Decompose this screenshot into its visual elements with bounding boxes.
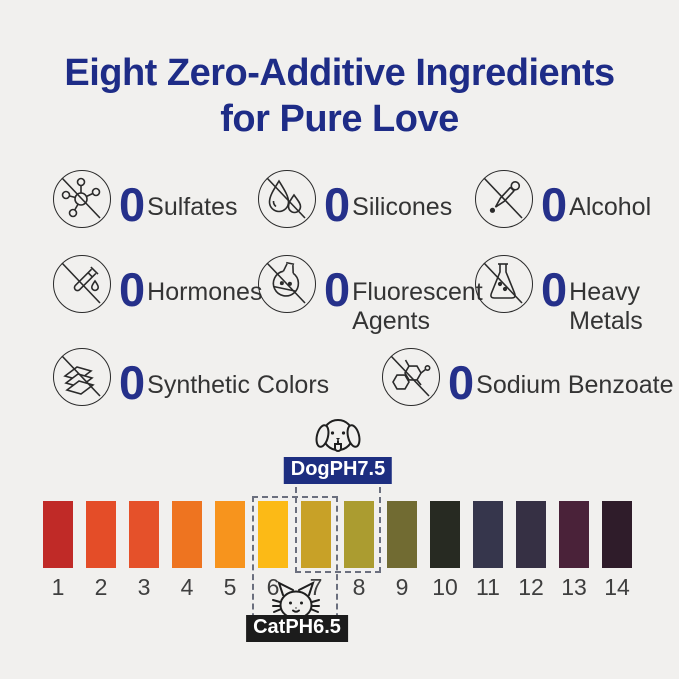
ingredient-label: Fluorescent Agents xyxy=(352,278,483,335)
page-title-line1: Eight Zero-Additive Ingredients xyxy=(64,52,615,94)
zero-item-fluorescent-agents: 0 Fluorescent Agents xyxy=(258,255,486,335)
ph-bar xyxy=(516,501,546,568)
ingredient-label: Synthetic Colors xyxy=(147,371,330,399)
zero-count: 0 xyxy=(448,356,474,410)
ph-bar-cell: 4 xyxy=(172,501,202,601)
zero-count: 0 xyxy=(541,178,567,232)
ph-bar-cell: 3 xyxy=(129,501,159,601)
ph-bar-number: 4 xyxy=(180,574,194,600)
cat-ph-label: CatPH6.5 xyxy=(246,615,348,642)
zero-item-sulfates: 0 Sulfates xyxy=(53,170,237,228)
zero-count: 0 xyxy=(324,263,350,317)
ph-bar-number: 1 xyxy=(51,574,65,600)
zero-item-alcohol: 0 Alcohol xyxy=(475,170,651,228)
ph-bar-cell: 7 xyxy=(301,501,331,601)
ph-bar-cell: 2 xyxy=(86,501,116,601)
ph-bar-number: 11 xyxy=(476,574,500,600)
ph-bar xyxy=(559,501,589,568)
ingredient-label: Hormones xyxy=(147,278,263,306)
ph-bar-number: 2 xyxy=(94,574,108,600)
ph-bar xyxy=(430,501,460,568)
ph-bar xyxy=(473,501,503,568)
ph-bar xyxy=(86,501,116,568)
no-benzene-molecule-icon xyxy=(382,348,440,406)
ph-bar xyxy=(129,501,159,568)
zero-item-sodium-benzoate: 0 Sodium Benzoate xyxy=(382,348,674,406)
dog-face-icon xyxy=(311,412,365,460)
ph-bar-cell: 9 xyxy=(387,501,417,601)
zero-count: 0 xyxy=(119,178,145,232)
ph-bar-cell: 8 xyxy=(344,501,374,601)
zero-count: 0 xyxy=(324,178,350,232)
ph-bar-number: 10 xyxy=(432,574,458,600)
ph-bar-number: 13 xyxy=(561,574,587,600)
ph-bar-number: 8 xyxy=(352,574,366,600)
zero-item-heavy-metals: 0 Heavy Metals xyxy=(475,255,661,335)
ingredient-label: Silicones xyxy=(352,193,453,221)
ph-bar-cell: 11 xyxy=(473,501,503,601)
ph-bar xyxy=(344,501,374,568)
ph-bar xyxy=(602,501,632,568)
ph-bar-cell: 14 xyxy=(602,501,632,601)
dog-ph-label: DogPH7.5 xyxy=(283,457,393,484)
page-title: Eight Zero-Additive Ingredients for Pure… xyxy=(0,50,679,142)
ph-bar-cell: 6 xyxy=(258,501,288,601)
ph-bar xyxy=(215,501,245,568)
ph-bar xyxy=(301,501,331,568)
zero-item-hormones: 0 Hormones xyxy=(53,255,262,313)
zero-count: 0 xyxy=(119,263,145,317)
no-test-tube-icon xyxy=(53,255,111,313)
ph-bar xyxy=(172,501,202,568)
ph-bar-number: 6 xyxy=(266,574,280,600)
ph-bar-cell: 5 xyxy=(215,501,245,601)
page-title-line2: for Pure Love xyxy=(220,98,459,140)
ingredient-label: Sulfates xyxy=(147,193,238,221)
ph-bar-cell: 13 xyxy=(559,501,589,601)
ph-scale: 1 2 3 4 5 6 7 8 9 10 11 12 13 14 xyxy=(43,501,632,601)
ph-bar-number: 12 xyxy=(518,574,544,600)
no-erlenmeyer-flask-icon xyxy=(475,255,533,313)
no-round-flask-icon xyxy=(258,255,316,313)
no-molecule-icon xyxy=(53,170,111,228)
zero-count: 0 xyxy=(119,356,145,410)
no-dropper-icon xyxy=(475,170,533,228)
ingredient-label: Alcohol xyxy=(569,193,652,221)
cat-face-icon xyxy=(270,579,322,623)
no-water-drops-icon xyxy=(258,170,316,228)
ingredient-label: Heavy Metals xyxy=(569,278,643,335)
no-color-swatches-icon xyxy=(53,348,111,406)
ph-bar xyxy=(258,501,288,568)
ph-bar-number: 5 xyxy=(223,574,237,600)
ph-bar xyxy=(43,501,73,568)
ph-bar-cell: 12 xyxy=(516,501,546,601)
zero-count: 0 xyxy=(541,263,567,317)
ph-bar-number: 3 xyxy=(137,574,151,600)
ph-bar-cell: 1 xyxy=(43,501,73,601)
zero-item-silicones: 0 Silicones xyxy=(258,170,452,228)
ingredient-label: Sodium Benzoate xyxy=(476,371,674,399)
ph-bar-number: 9 xyxy=(395,574,409,600)
zero-item-synthetic-colors: 0 Synthetic Colors xyxy=(53,348,329,406)
ph-bar xyxy=(387,501,417,568)
ph-bar-cell: 10 xyxy=(430,501,460,601)
ph-bar-number: 7 xyxy=(309,574,323,600)
ph-bar-number: 14 xyxy=(604,574,630,600)
